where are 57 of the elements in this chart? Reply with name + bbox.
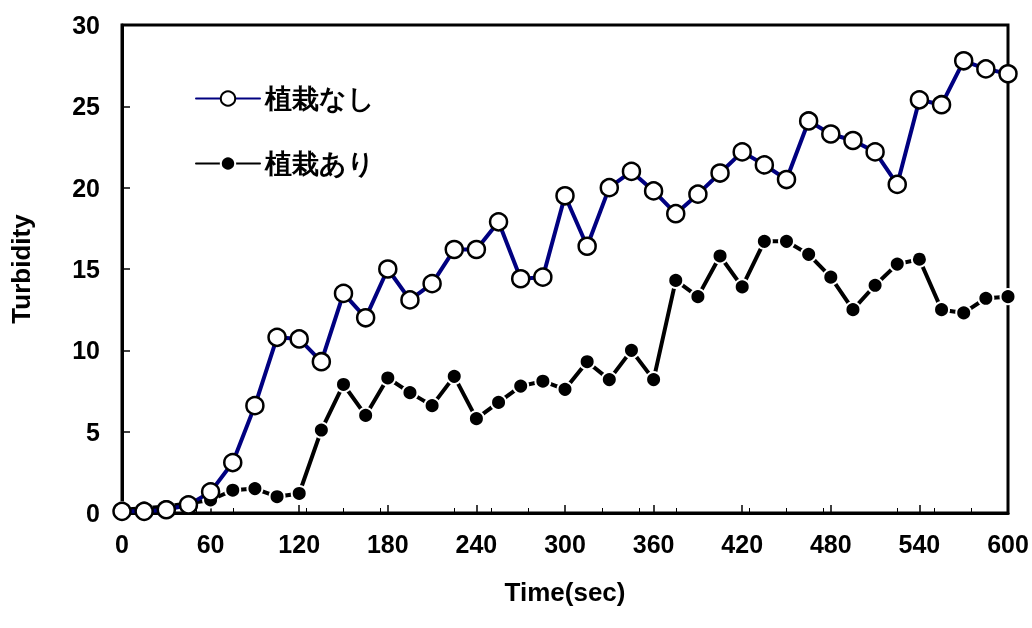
point	[312, 421, 330, 439]
x-tick-label: 180	[366, 529, 409, 558]
point	[999, 288, 1017, 306]
x-tick-label: 480	[809, 529, 852, 558]
point	[888, 255, 906, 273]
point	[822, 268, 840, 286]
point	[689, 288, 707, 306]
point	[423, 397, 441, 415]
point	[290, 484, 308, 502]
y-tick-label: 0	[86, 499, 100, 527]
y-axis-title: Turbidity	[6, 213, 36, 324]
point	[224, 481, 242, 499]
point	[379, 369, 397, 387]
point	[711, 247, 729, 265]
x-tick-label: 540	[898, 529, 941, 558]
point	[512, 377, 530, 395]
point	[600, 371, 618, 389]
x-tick-label: 0	[115, 529, 129, 558]
x-tick-label: 300	[544, 529, 586, 558]
point	[335, 376, 352, 393]
point	[467, 410, 485, 428]
y-tick-label: 10	[72, 336, 100, 365]
x-tick-label: 600	[987, 529, 1029, 558]
point	[357, 406, 375, 424]
point	[401, 384, 419, 402]
point	[246, 480, 264, 498]
x-tick-label: 60	[196, 529, 225, 558]
point	[733, 278, 751, 296]
legend-label: 植栽あり	[264, 148, 375, 179]
point	[556, 380, 574, 398]
point	[977, 289, 995, 307]
y-tick-label: 15	[72, 255, 101, 283]
point	[445, 367, 463, 385]
x-tick-label: 120	[278, 529, 321, 558]
point	[955, 304, 973, 322]
point	[844, 301, 862, 319]
legend-label: 植栽なし	[264, 83, 375, 114]
y-tick-label: 30	[72, 11, 100, 39]
point	[490, 393, 508, 411]
y-tick-label: 5	[86, 417, 101, 446]
point	[645, 371, 663, 389]
point	[268, 488, 286, 506]
point	[778, 232, 795, 250]
y-tick-label: 25	[72, 92, 101, 121]
x-tick-label: 240	[455, 529, 498, 558]
point	[667, 271, 685, 289]
point	[755, 232, 773, 250]
point	[866, 276, 884, 294]
point	[578, 353, 596, 371]
point	[800, 245, 818, 263]
point	[534, 372, 552, 390]
point	[933, 301, 951, 319]
y-tick-label: 20	[72, 173, 100, 202]
x-tick-label: 360	[632, 529, 675, 558]
point	[910, 250, 928, 268]
x-tick-label: 420	[721, 529, 764, 558]
x-axis-title: Time(sec)	[504, 577, 626, 607]
